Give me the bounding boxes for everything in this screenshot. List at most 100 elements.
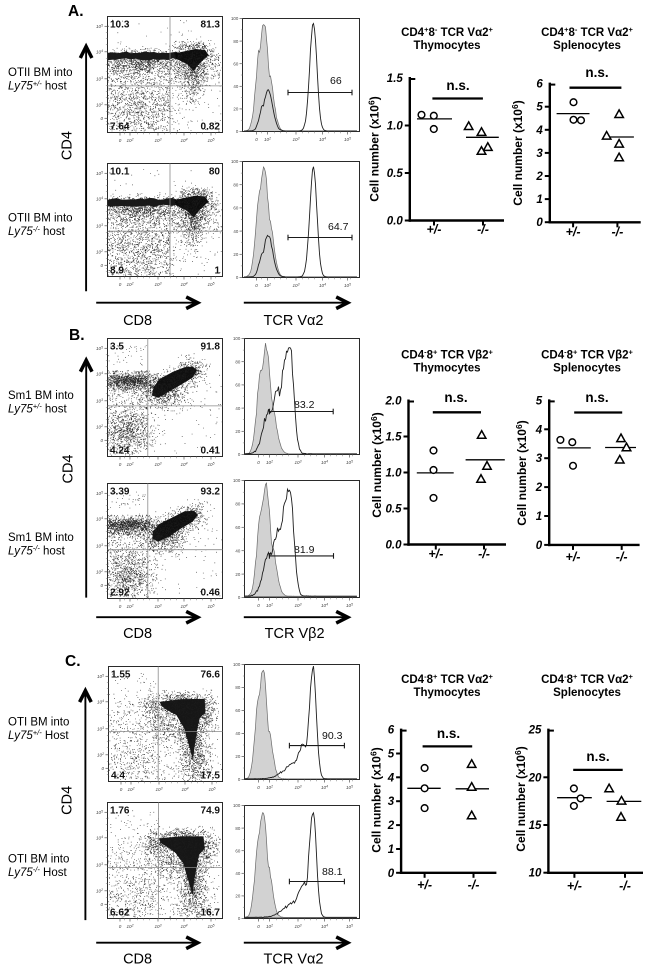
svg-text:0: 0	[119, 462, 122, 467]
svg-text:1: 1	[388, 844, 394, 856]
svg-text:104: 104	[180, 281, 187, 287]
svg-text:0: 0	[257, 924, 260, 929]
svg-text:Ly75-/- Host: Ly75-/- Host	[8, 865, 67, 879]
svg-text:103: 103	[294, 923, 301, 929]
svg-text:0: 0	[100, 583, 103, 588]
svg-text:Ly75+/- host: Ly75+/- host	[8, 79, 67, 93]
svg-text:16.7: 16.7	[201, 908, 221, 919]
svg-text:1: 1	[536, 194, 542, 206]
svg-text:Splenocytes: Splenocytes	[553, 40, 621, 52]
svg-text:104: 104	[180, 461, 187, 467]
svg-text:88.1: 88.1	[322, 866, 343, 878]
svg-text:20: 20	[235, 754, 240, 759]
svg-text:105: 105	[208, 786, 215, 792]
svg-text:0.0: 0.0	[387, 216, 404, 228]
svg-text:104: 104	[319, 136, 326, 142]
svg-text:3: 3	[536, 453, 543, 465]
svg-text:102: 102	[264, 136, 271, 142]
svg-text:102: 102	[126, 923, 133, 929]
svg-text:0: 0	[236, 129, 239, 134]
svg-text:103: 103	[97, 726, 104, 732]
svg-text:TCR Vα2: TCR Vα2	[264, 313, 324, 329]
svg-text:C.: C.	[65, 653, 81, 670]
svg-text:4.24: 4.24	[110, 446, 130, 457]
svg-text:0: 0	[100, 902, 103, 907]
svg-text:2: 2	[535, 482, 543, 494]
svg-text:102: 102	[96, 888, 103, 894]
svg-text:80: 80	[235, 826, 240, 831]
svg-text:80: 80	[233, 39, 238, 44]
svg-text:0: 0	[119, 604, 122, 609]
svg-text:CD4: CD4	[60, 786, 76, 815]
svg-text:104: 104	[96, 835, 103, 841]
svg-text:1.5: 1.5	[386, 432, 403, 444]
svg-text:64.7: 64.7	[328, 221, 349, 233]
svg-text:n.s.: n.s.	[585, 390, 608, 405]
svg-text:60: 60	[235, 525, 240, 530]
svg-text:105: 105	[96, 346, 103, 352]
svg-text:CD8: CD8	[123, 952, 152, 968]
svg-text:102: 102	[266, 923, 273, 929]
svg-text:60: 60	[233, 61, 238, 66]
svg-text:5: 5	[388, 749, 395, 761]
svg-text:105: 105	[207, 137, 214, 143]
svg-text:103: 103	[294, 784, 301, 790]
svg-text:102: 102	[96, 424, 103, 430]
svg-text:103: 103	[154, 923, 161, 929]
svg-text:105: 105	[346, 459, 353, 465]
svg-text:0.0: 0.0	[386, 540, 403, 552]
svg-text:5: 5	[536, 102, 543, 114]
svg-text:10.1: 10.1	[110, 167, 130, 178]
svg-text:2: 2	[387, 820, 395, 832]
svg-text:TCR Vβ2: TCR Vβ2	[265, 626, 325, 642]
svg-text:60: 60	[235, 848, 240, 853]
svg-text:76.6: 76.6	[201, 670, 221, 681]
svg-text:103: 103	[96, 76, 103, 82]
svg-text:102: 102	[126, 137, 133, 143]
svg-text:102: 102	[126, 603, 133, 609]
svg-text:0.46: 0.46	[201, 588, 221, 599]
svg-text:60: 60	[235, 708, 240, 713]
svg-text:0.5: 0.5	[386, 504, 403, 516]
svg-text:105: 105	[346, 923, 353, 929]
svg-text:102: 102	[266, 784, 273, 790]
svg-text:80: 80	[235, 359, 240, 364]
svg-text:103: 103	[154, 603, 161, 609]
svg-text:2: 2	[535, 171, 543, 183]
svg-text:6.62: 6.62	[110, 908, 130, 919]
svg-text:Ly75-/- host: Ly75-/- host	[8, 224, 66, 238]
svg-text:102: 102	[96, 569, 103, 575]
svg-text:80: 80	[235, 685, 240, 690]
svg-text:102: 102	[266, 459, 273, 465]
svg-text:105: 105	[346, 602, 353, 608]
svg-text:6: 6	[388, 725, 395, 737]
svg-text:105: 105	[344, 282, 351, 288]
svg-text:+/-: +/-	[428, 547, 443, 561]
svg-text:104: 104	[321, 602, 328, 608]
svg-text:80: 80	[233, 182, 238, 187]
svg-text:Splenocytes: Splenocytes	[553, 363, 621, 375]
svg-text:20: 20	[233, 107, 238, 112]
svg-text:100: 100	[233, 662, 241, 667]
svg-text:104: 104	[96, 49, 103, 55]
svg-text:1.5: 1.5	[387, 73, 404, 85]
svg-text:-/-: -/-	[468, 878, 480, 892]
svg-text:Sm1 BM into: Sm1 BM into	[8, 532, 74, 544]
svg-text:104: 104	[96, 371, 103, 377]
svg-text:2.92: 2.92	[110, 588, 130, 599]
svg-text:OTI BM into: OTI BM into	[8, 853, 69, 865]
svg-text:-/-: -/-	[616, 550, 628, 564]
svg-text:100: 100	[231, 159, 239, 164]
svg-text:15: 15	[529, 820, 542, 832]
svg-text:A.: A.	[68, 3, 84, 20]
svg-text:0: 0	[100, 263, 103, 268]
svg-text:4: 4	[387, 772, 395, 784]
svg-text:-/-: -/-	[611, 225, 623, 239]
svg-text:4: 4	[535, 424, 543, 436]
svg-text:1: 1	[214, 266, 220, 277]
svg-text:0.5: 0.5	[387, 168, 404, 180]
svg-text:Cell number (x106): Cell number (x106)	[514, 420, 529, 525]
svg-text:1: 1	[536, 511, 542, 523]
svg-text:105: 105	[96, 171, 103, 177]
svg-text:20: 20	[235, 572, 240, 577]
